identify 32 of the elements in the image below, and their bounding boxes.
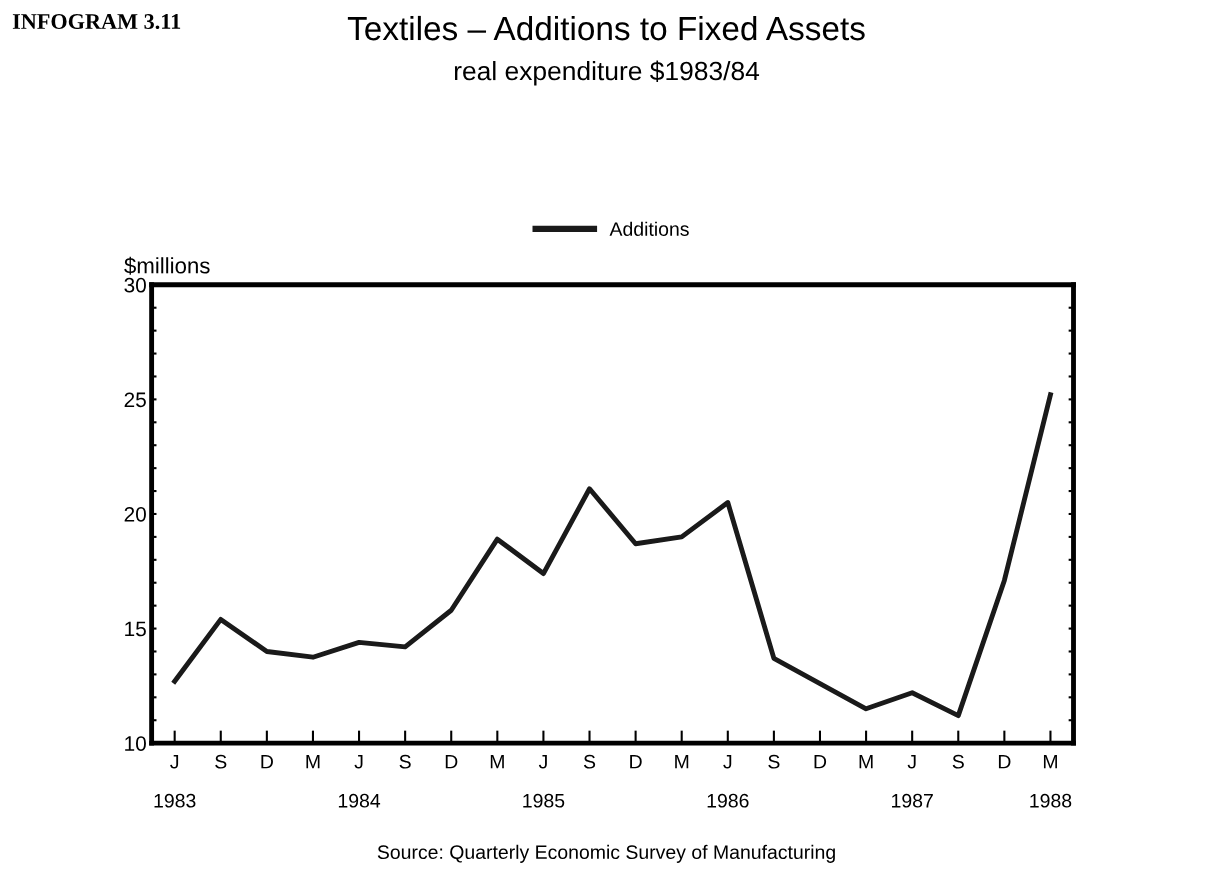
line-series [172, 392, 1053, 719]
x-tick-label: M [306, 754, 320, 769]
x-tick-label: M [490, 754, 504, 769]
x-tick-label: S [952, 754, 964, 769]
category-label: J 1987 [892, 754, 933, 808]
y-axis-title: $millions [124, 256, 210, 275]
y-tick-label: 15 [125, 621, 146, 637]
category-label: J 1985 [523, 754, 565, 808]
x-tick-label: M [675, 754, 689, 769]
x-tick-label: D [261, 754, 273, 769]
chart-subtitle: real expenditure $1983/84 [454, 60, 760, 86]
x-tick-label: S [583, 754, 596, 769]
category-label: J 1984 [338, 754, 381, 808]
x-tick-label: S [399, 754, 411, 769]
y-tick-label: 25 [124, 392, 146, 408]
x-tick-label: M [859, 754, 873, 769]
x-tick-label: D [445, 754, 458, 769]
x-tick-label: D [814, 754, 827, 769]
y-tick-label: 30 [124, 277, 146, 293]
y-tick-label: 20 [124, 506, 146, 522]
x-tick-label: S [215, 754, 227, 769]
text: INFOGRAM 3.11 [12, 14, 181, 30]
source-note: Source: Quarterly Economic Survey of Manufacturing [377, 844, 835, 863]
x-tick-label: D [630, 754, 642, 769]
x-tick-label: S [768, 754, 780, 769]
category-label: M 1988 [1030, 754, 1072, 808]
legend-label: Additions [609, 221, 689, 236]
y-tick-label: 10 [125, 736, 146, 751]
chart-title: Textiles – Additions to Fixed Assets [347, 15, 865, 41]
category-label: J 1983 [154, 754, 196, 808]
x-tick-label: D [998, 754, 1011, 769]
category-label: J 1986 [707, 754, 749, 808]
